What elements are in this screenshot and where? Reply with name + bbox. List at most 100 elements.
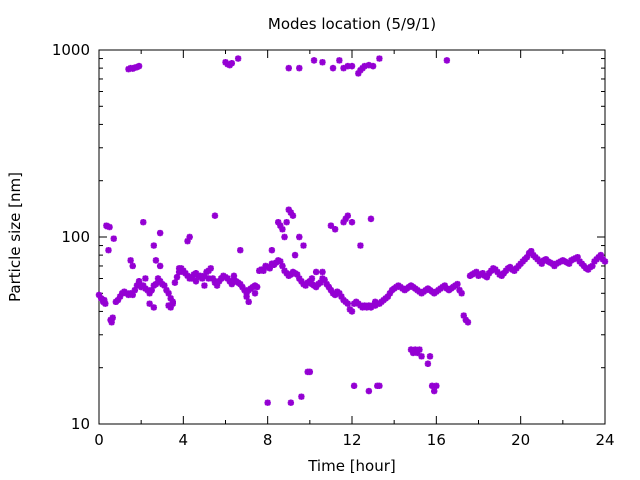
data-point bbox=[597, 251, 604, 259]
data-point bbox=[601, 258, 609, 265]
data-point bbox=[230, 272, 238, 280]
data-point bbox=[144, 286, 151, 294]
data-point bbox=[251, 290, 259, 297]
data-point bbox=[456, 286, 463, 294]
data-point bbox=[102, 300, 109, 307]
data-point bbox=[146, 290, 153, 297]
data-point bbox=[237, 246, 244, 254]
data-point bbox=[175, 268, 183, 276]
data-point bbox=[574, 253, 581, 261]
data-point bbox=[348, 218, 356, 226]
data-point bbox=[135, 62, 143, 70]
data-point bbox=[296, 64, 303, 72]
data-point bbox=[376, 382, 383, 390]
data-point bbox=[192, 278, 200, 285]
data-point bbox=[205, 275, 212, 282]
data-point bbox=[298, 278, 305, 285]
data-point bbox=[310, 57, 318, 64]
data-point bbox=[209, 275, 217, 282]
data-point bbox=[245, 298, 252, 306]
data-point bbox=[306, 278, 314, 285]
x-axis-label: Time [hour] bbox=[307, 457, 396, 475]
data-point bbox=[287, 399, 295, 406]
data-point bbox=[454, 280, 461, 288]
data-point bbox=[371, 298, 379, 306]
data-point bbox=[264, 399, 271, 406]
data-point bbox=[357, 242, 364, 249]
data-point bbox=[361, 62, 368, 70]
data-point bbox=[156, 262, 164, 270]
data-point bbox=[142, 275, 149, 282]
y-axis-label: Particle size [nm] bbox=[6, 172, 24, 302]
data-point bbox=[344, 62, 351, 70]
x-tick-label: 8 bbox=[263, 431, 273, 449]
x-tick-label: 0 bbox=[94, 431, 104, 449]
data-point bbox=[167, 295, 174, 302]
data-point bbox=[101, 296, 108, 304]
data-point bbox=[483, 273, 491, 281]
data-point bbox=[338, 293, 345, 300]
data-point bbox=[443, 57, 451, 64]
data-point bbox=[140, 282, 147, 289]
data-point bbox=[473, 268, 480, 276]
data-point bbox=[129, 262, 136, 270]
data-point bbox=[275, 218, 282, 226]
data-point bbox=[321, 276, 328, 284]
data-point bbox=[169, 300, 176, 307]
data-point bbox=[152, 257, 160, 264]
data-point bbox=[306, 368, 314, 376]
data-point bbox=[344, 300, 351, 307]
data-point bbox=[291, 251, 299, 259]
x-tick-label: 16 bbox=[427, 431, 446, 449]
data-point bbox=[215, 278, 223, 285]
x-tick-label: 4 bbox=[179, 431, 189, 449]
data-point bbox=[424, 360, 432, 367]
data-point bbox=[163, 286, 170, 294]
data-point bbox=[131, 286, 139, 294]
data-point bbox=[528, 247, 535, 255]
data-point bbox=[416, 346, 423, 353]
data-point bbox=[331, 226, 339, 233]
data-point bbox=[171, 279, 179, 286]
data-point bbox=[312, 283, 320, 291]
data-point bbox=[243, 293, 250, 300]
data-point bbox=[426, 353, 434, 360]
data-point bbox=[114, 296, 122, 304]
data-point bbox=[110, 235, 117, 242]
data-point bbox=[156, 229, 164, 237]
data-point bbox=[228, 59, 236, 67]
plot-frame bbox=[98, 49, 606, 425]
data-point bbox=[565, 260, 573, 267]
data-point bbox=[285, 206, 292, 213]
data-point bbox=[296, 233, 303, 241]
y-tick-label: 100 bbox=[61, 228, 90, 246]
data-point bbox=[327, 286, 335, 294]
data-point bbox=[325, 283, 333, 291]
data-point bbox=[186, 233, 193, 241]
data-point bbox=[108, 319, 115, 326]
data-point bbox=[458, 290, 465, 297]
data-point bbox=[319, 59, 326, 66]
data-point bbox=[95, 291, 103, 299]
data-point bbox=[296, 275, 303, 282]
data-point bbox=[300, 242, 307, 249]
y-tick-label: 1000 bbox=[52, 41, 90, 59]
data-point bbox=[266, 265, 273, 272]
y-tick-label: 10 bbox=[71, 415, 90, 433]
data-point bbox=[340, 218, 347, 226]
y-tick-labels: 10 100 1000 bbox=[52, 41, 90, 433]
data-point bbox=[148, 286, 155, 294]
data-point bbox=[293, 271, 301, 278]
data-point bbox=[317, 279, 324, 286]
data-point bbox=[319, 268, 326, 276]
data-point bbox=[211, 278, 219, 285]
data-point bbox=[523, 253, 531, 261]
data-point bbox=[329, 64, 337, 72]
data-point bbox=[239, 283, 246, 291]
data-point bbox=[150, 304, 158, 311]
data-point bbox=[323, 280, 330, 288]
data-point bbox=[116, 293, 124, 300]
data-point bbox=[336, 57, 343, 64]
data-point bbox=[135, 278, 143, 285]
